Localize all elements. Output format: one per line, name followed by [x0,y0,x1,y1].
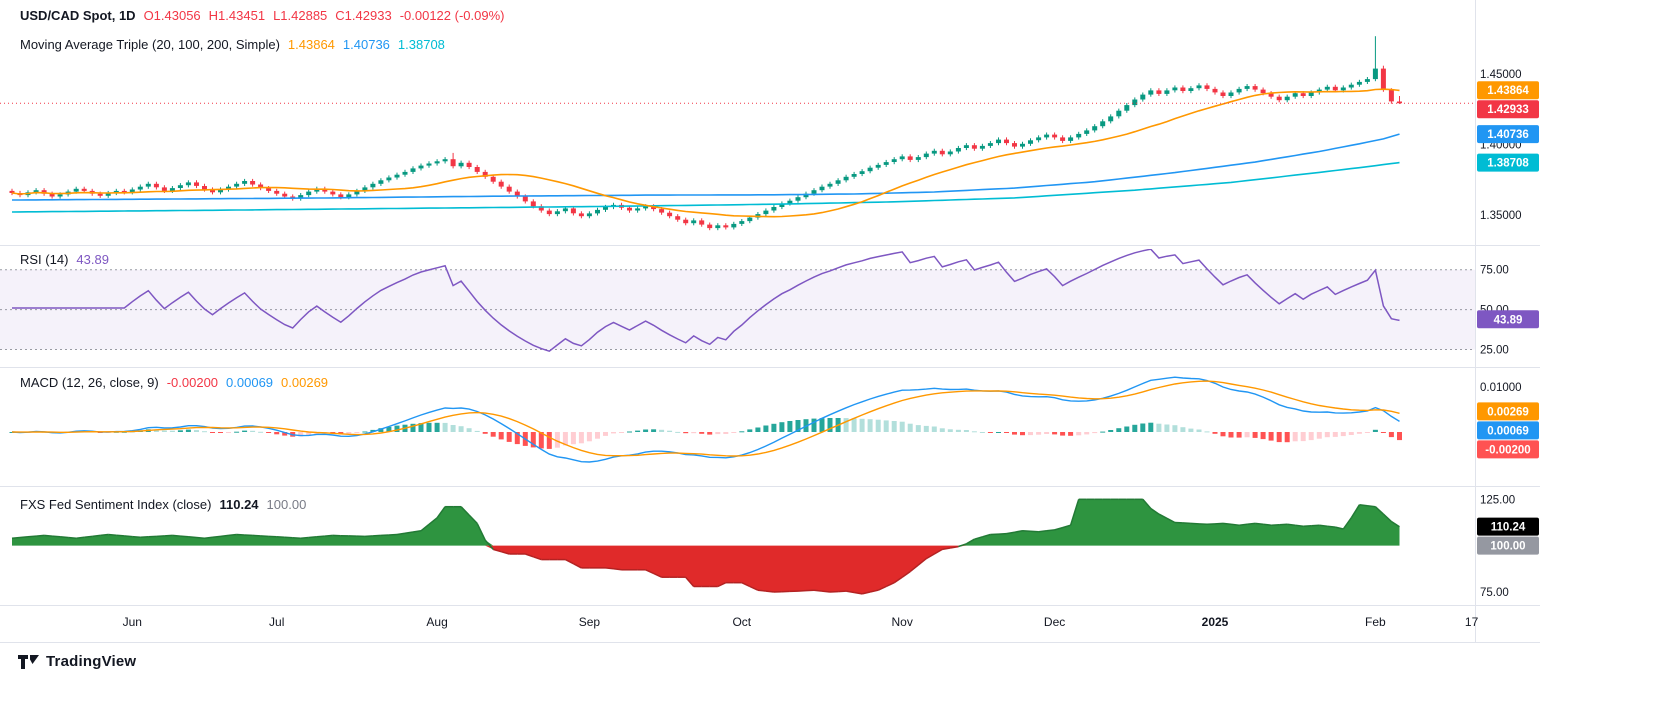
svg-text:17: 17 [1465,615,1479,629]
sentiment-value: 110.24 [219,497,259,512]
brand-name[interactable]: TradingView [46,653,137,670]
sentiment-positive-area [12,499,1400,546]
svg-text:0.00269: 0.00269 [1487,406,1529,418]
svg-text:Aug: Aug [426,615,447,629]
price-scale-macd[interactable]: 0.01000 0.00269 0.00069 -0.00200 [1477,382,1539,459]
legend-open: O1.43056 [143,8,201,23]
rsi-legend-row[interactable]: RSI (14) 43.89 [20,252,109,267]
rsi-line [12,249,1400,353]
ma20-value: 1.43864 [287,37,335,52]
svg-text:1.45000: 1.45000 [1480,69,1522,81]
svg-text:Feb: Feb [1365,615,1386,629]
panel-separators [0,0,1540,643]
ma100-value: 1.40736 [342,37,390,52]
macd-line [11,376,1400,463]
legend-high: H1.43451 [208,8,266,23]
svg-text:Jul: Jul [269,615,284,629]
tradingview-logo-icon[interactable] [18,654,39,669]
svg-text:1.42933: 1.42933 [1487,104,1529,116]
sentiment-negative-area [12,545,1400,594]
legend-change: -0.00122 (-0.09%) [399,8,505,23]
svg-text:0.01000: 0.01000 [1480,382,1522,394]
rsi-levels [0,269,1475,350]
macd-lines [11,376,1400,463]
svg-text:125.00: 125.00 [1480,494,1515,506]
svg-text:2025: 2025 [1202,615,1229,629]
svg-text:100.00: 100.00 [1490,541,1525,553]
macd-histogram [9,418,1402,449]
macd-line-value: 0.00069 [226,375,274,390]
svg-text:-0.00200: -0.00200 [1485,444,1530,456]
svg-text:0.00069: 0.00069 [1487,425,1529,437]
svg-text:1.38708: 1.38708 [1487,158,1529,170]
sentiment-area [11,498,1400,595]
moving-averages [11,88,1400,218]
svg-text:Oct: Oct [732,615,751,629]
macd-indicator-title[interactable]: MACD (12, 26, close, 9) [20,375,159,390]
ma200-line [11,161,1400,213]
svg-text:1.35000: 1.35000 [1480,210,1522,222]
macd-legend-row[interactable]: MACD (12, 26, close, 9) -0.00200 0.00069… [20,375,328,390]
ma200-value: 1.38708 [397,37,445,52]
sentiment-legend-row[interactable]: FXS Fed Sentiment Index (close) 110.24 1… [20,497,306,512]
svg-text:110.24: 110.24 [1491,522,1526,534]
footer: TradingView [18,653,136,670]
svg-text:Sep: Sep [579,615,601,629]
ma-legend-row[interactable]: Moving Average Triple (20, 100, 200, Sim… [20,37,445,52]
macd-signal-value: 0.00269 [281,375,329,390]
rsi-value: 43.89 [76,252,109,267]
price-scale-sentiment[interactable]: 125.00 75.00 110.24 100.00 [1477,494,1539,599]
candles-layer [9,36,1402,231]
sentiment-indicator-title[interactable]: FXS Fed Sentiment Index (close) [20,497,212,512]
macd-signal-line [11,380,1400,457]
time-scale[interactable]: Jun Jul Aug Sep Oct Nov Dec 2025 Feb 17 [123,615,1479,629]
svg-text:75.00: 75.00 [1480,265,1509,277]
svg-text:1.40736: 1.40736 [1487,129,1529,141]
legend-low: L1.42885 [273,8,328,23]
price-scale-main[interactable]: 1.450001.400001.350001.438641.429331.407… [1477,69,1539,222]
svg-text:Nov: Nov [892,615,913,629]
ma20-line [11,88,1400,218]
svg-text:75.00: 75.00 [1480,587,1509,599]
svg-text:Jun: Jun [123,615,142,629]
svg-text:1.43864: 1.43864 [1487,85,1529,97]
ma100-line [12,133,1400,201]
svg-text:43.89: 43.89 [1494,314,1523,326]
macd-hist-value: -0.00200 [166,375,219,390]
symbol-title[interactable]: USD/CAD Spot, 1D [20,8,136,23]
rsi-plot [12,249,1400,353]
sentiment-base-value: 100.00 [266,497,307,512]
chart-canvas[interactable]: 1.450001.400001.350001.438641.429331.407… [0,0,1540,648]
ma-indicator-title[interactable]: Moving Average Triple (20, 100, 200, Sim… [20,37,280,52]
legend-close: C1.42933 [335,8,392,23]
svg-text:Dec: Dec [1044,615,1065,629]
price-legend-row[interactable]: USD/CAD Spot, 1D O1.43056 H1.43451 L1.42… [20,8,504,23]
svg-text:25.00: 25.00 [1480,345,1509,357]
rsi-indicator-title[interactable]: RSI (14) [20,252,69,267]
